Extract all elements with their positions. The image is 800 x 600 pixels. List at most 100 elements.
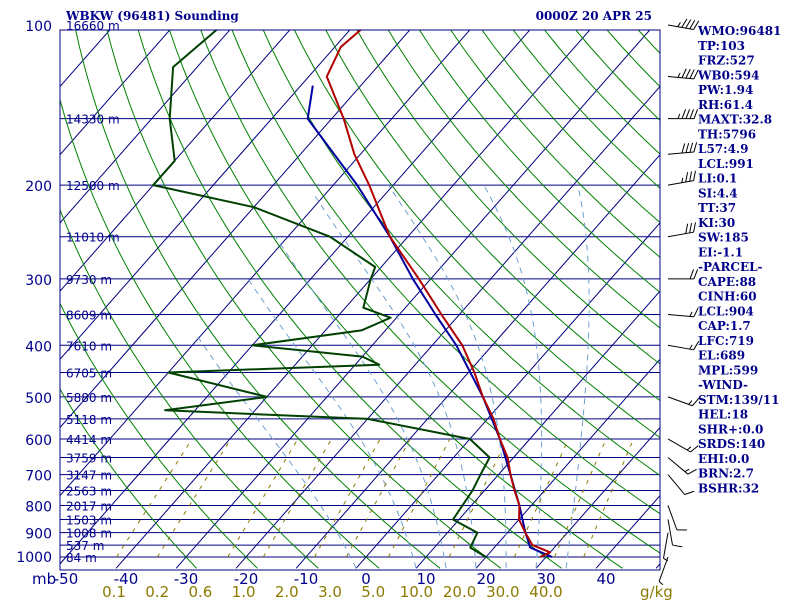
dry-adiabat-line: [106, 30, 502, 569]
wind-barb-flag: [685, 109, 691, 119]
wind-barb: [667, 142, 698, 155]
wind-barb: [667, 505, 687, 531]
plot-frame: [59, 29, 661, 571]
wind-barb-staff: [667, 151, 694, 155]
dry-adiabat-line: [75, 30, 441, 569]
isotherm-line: [60, 30, 351, 361]
wind-barb-staff: [667, 231, 694, 238]
wind-barb-flag: [684, 490, 695, 495]
wind-barb-staff: [667, 519, 674, 546]
wind-barb: [667, 474, 695, 495]
isotherm-line: [60, 30, 291, 292]
temperature-tick-label: -20: [234, 570, 259, 588]
mixing-ratio-tick-label: 1.0: [232, 583, 256, 600]
isotherm-line: [115, 30, 591, 569]
pressure-tick-label: 200: [25, 179, 52, 195]
isotherm-line: [235, 85, 660, 569]
wind-barb-flag: [690, 445, 699, 453]
stability-index: SI:4.4: [698, 186, 738, 200]
mixing-ratio-line: [156, 438, 232, 558]
stability-index: LFC:719: [698, 334, 754, 348]
wind-barb: [667, 307, 699, 318]
pressure-tick-label: 1000: [16, 550, 52, 566]
wind-barb-flag: [681, 143, 686, 154]
wind-barb-flag: [693, 20, 700, 30]
height-label: 2017 m: [66, 499, 112, 513]
pressure-tick-label: 600: [25, 433, 52, 449]
stability-index: EI:-1.1: [698, 245, 743, 259]
pressure-tick-label: 500: [25, 391, 52, 407]
wind-barb-staff: [667, 76, 694, 80]
temperature-tick-label: -40: [114, 570, 139, 588]
stability-index: RH:61.4: [698, 98, 753, 112]
stability-index: LI:0.1: [698, 172, 737, 186]
dry-adiabat-line: [60, 97, 380, 569]
mixing-ratio-line: [553, 438, 607, 558]
temperature-profile: [325, 30, 552, 558]
mixing-ratio-line: [262, 438, 332, 558]
height-label: 11010 m: [66, 231, 120, 245]
temperature-tick-label: -10: [294, 570, 319, 588]
wind-barb-flag: [685, 172, 689, 183]
wind-barb-flag: [693, 269, 699, 280]
wind-barb: [667, 68, 699, 80]
dry-adiabat-line: [325, 30, 660, 402]
wind-barb: [668, 269, 699, 280]
wind-barb-flag: [688, 400, 693, 405]
wind-barb-staff: [667, 505, 678, 531]
mixing-ratio-line: [345, 438, 411, 558]
wind-barb-flag: [685, 142, 690, 153]
moist-adiabat-line: [565, 184, 590, 569]
isotherm-line: [535, 426, 660, 569]
mixing-ratio-line: [116, 438, 193, 558]
stability-index: CAPE:88: [698, 275, 756, 289]
pressure-tick-label: 900: [25, 527, 52, 543]
dry-adiabat-line: [356, 30, 660, 365]
wind-barb-flag: [687, 468, 697, 475]
chart-title: WBKW (96481) Sounding: [65, 9, 239, 23]
wind-barb-flag: [689, 269, 695, 280]
wind-barb-staff: [667, 344, 694, 351]
mixing-ratio-tick-label: 30.0: [486, 583, 519, 600]
wind-barb-flag: [677, 113, 681, 119]
wind-barb-flag: [693, 109, 699, 119]
stability-index: SW:185: [698, 231, 749, 245]
wind-barb-flag: [658, 581, 664, 586]
height-label: 7610 m: [66, 339, 112, 353]
stability-index: SHR+:0.0: [698, 422, 763, 436]
isotherm-line: [295, 153, 660, 569]
dry-adiabat-line: [262, 30, 660, 477]
wind-barb: [658, 556, 669, 586]
wind-barb: [668, 109, 699, 120]
wind-barb-flag: [677, 22, 681, 27]
mixing-ratio-tick-label: 3.0: [318, 583, 342, 600]
wind-barb-flag: [681, 177, 684, 183]
wind-barb-flag: [681, 109, 687, 119]
height-label: 8609 m: [66, 308, 112, 322]
profiles: [152, 30, 553, 558]
stability-index: STM:139/11: [698, 393, 779, 407]
mixing-ratio-tick-label: 40.0: [529, 583, 562, 600]
stability-index: L57:4.9: [698, 142, 748, 156]
wind-barb: [667, 18, 700, 31]
dry-adiabat-line: [60, 208, 319, 569]
wind-barbs: [658, 18, 700, 586]
wind-barb-flag: [681, 68, 687, 78]
temperature-tick-label: -30: [174, 570, 199, 588]
stability-index: TP:103: [698, 39, 745, 53]
parcel-profile: [306, 85, 553, 558]
wind-barb-staff: [658, 556, 669, 582]
pressure-tick-label: 100: [25, 19, 52, 35]
height-label: 14330 m: [66, 113, 120, 127]
moist-adiabat-line: [314, 196, 477, 569]
mixing-ratio-line: [314, 438, 381, 558]
dry-adiabat-line: [200, 30, 660, 554]
wind-barb-staff: [667, 313, 694, 318]
wind-barb-staff: [667, 180, 694, 186]
height-label: 1008 m: [66, 527, 112, 541]
wind-barb-flag: [681, 18, 688, 28]
dry-adiabat-line: [60, 302, 258, 569]
stability-index: EL:689: [698, 349, 745, 363]
moist-adiabat-line: [195, 333, 357, 569]
isotherm-line: [60, 30, 411, 429]
